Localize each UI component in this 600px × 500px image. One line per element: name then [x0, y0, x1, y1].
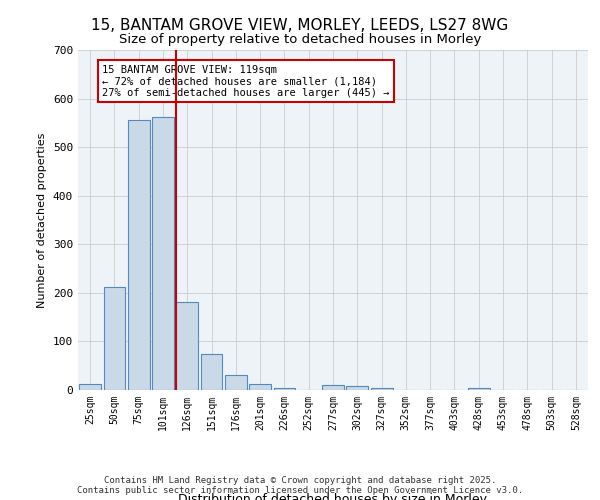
Bar [104, 287, 125, 390]
Bar [371, 388, 392, 390]
Bar [79, 384, 101, 390]
Bar [152, 117, 174, 390]
Text: 15, BANTAM GROVE VIEW, MORLEY, LEEDS, LS27 8WG: 15, BANTAM GROVE VIEW, MORLEY, LEEDS, LS… [91, 18, 509, 32]
Bar [249, 384, 271, 390]
Bar [200, 354, 223, 390]
Bar [128, 120, 149, 390]
Text: 15 BANTAM GROVE VIEW: 119sqm
← 72% of detached houses are smaller (1,184)
27% of: 15 BANTAM GROVE VIEW: 119sqm ← 72% of de… [102, 64, 390, 98]
Text: Size of property relative to detached houses in Morley: Size of property relative to detached ho… [119, 32, 481, 46]
Text: Contains HM Land Registry data © Crown copyright and database right 2025.
Contai: Contains HM Land Registry data © Crown c… [77, 476, 523, 495]
Bar [225, 376, 247, 390]
Bar [346, 386, 368, 390]
Bar [176, 302, 198, 390]
Bar [468, 388, 490, 390]
Y-axis label: Number of detached properties: Number of detached properties [37, 132, 47, 308]
Bar [274, 388, 295, 390]
Bar [322, 385, 344, 390]
X-axis label: Distribution of detached houses by size in Morley: Distribution of detached houses by size … [179, 492, 487, 500]
